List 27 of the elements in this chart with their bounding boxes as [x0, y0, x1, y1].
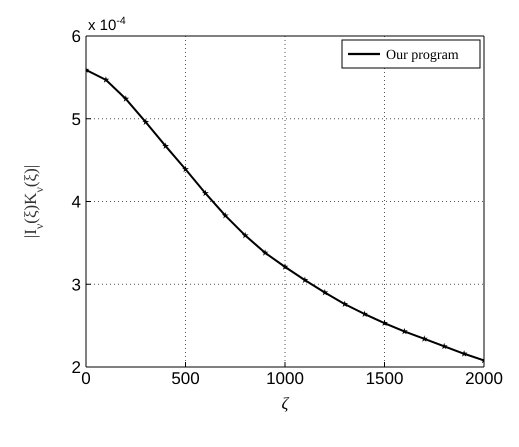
x-tick-label: 1500 [366, 369, 404, 388]
y-tick-label: 3 [72, 275, 81, 294]
point [381, 320, 388, 326]
y-tick-label: 5 [72, 110, 81, 129]
point [162, 142, 170, 149]
point [222, 212, 229, 218]
text: x 10$^{-4}$ [88, 15, 126, 34]
y-tick-label: 6 [72, 27, 81, 46]
legend-label: Our program [386, 48, 459, 63]
point [142, 118, 150, 125]
point [122, 95, 130, 102]
point [182, 166, 189, 172]
point [321, 288, 328, 296]
point [361, 310, 368, 317]
x-tick-label: 1000 [266, 369, 304, 388]
point [262, 249, 269, 256]
point [202, 190, 209, 196]
point [282, 263, 288, 270]
x-tick-label: 0 [81, 369, 91, 388]
y-tick-label: 4 [72, 192, 81, 212]
x-axis-title: ζ [282, 394, 290, 413]
x-tick-label: 2000 [465, 369, 503, 388]
point [341, 300, 348, 308]
x-tick-label: 500 [171, 369, 200, 388]
y-tick-label: 2 [72, 358, 81, 378]
point [242, 232, 249, 238]
point [301, 276, 308, 284]
